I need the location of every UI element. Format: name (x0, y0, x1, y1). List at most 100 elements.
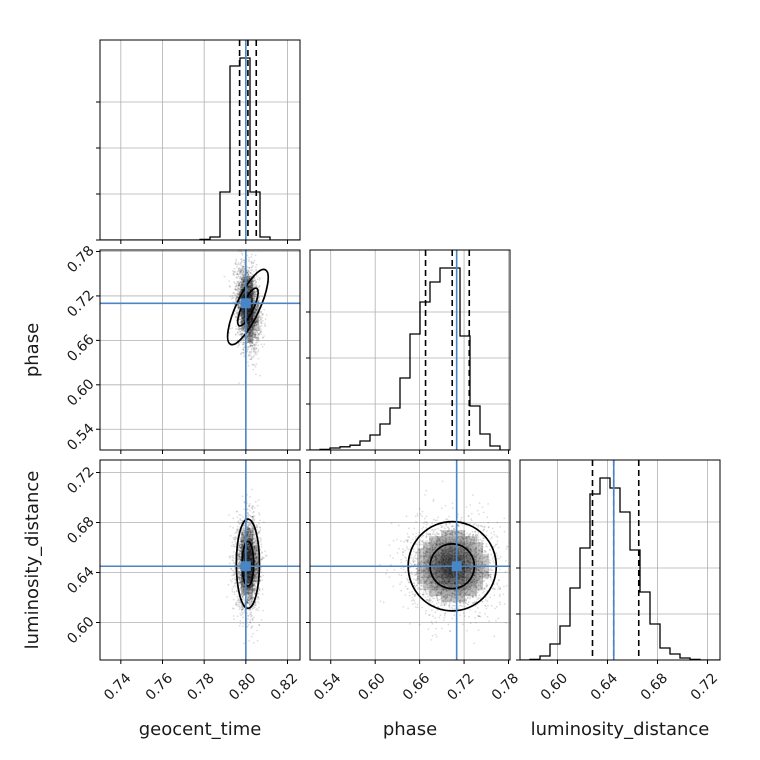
scatter-point (254, 563, 257, 565)
scatter-point (246, 279, 249, 282)
scatter-point (248, 276, 251, 278)
scatter-point (246, 543, 249, 546)
scatter-point (240, 582, 242, 584)
scatter-point (255, 545, 258, 547)
scatter-point (251, 539, 254, 541)
scatter-point (239, 573, 242, 576)
scatter-point (255, 363, 258, 365)
scatter-point (234, 334, 237, 336)
scatter-point (247, 277, 250, 280)
scatter-point (238, 561, 241, 564)
scatter-point (254, 536, 257, 539)
scatter-point (236, 289, 239, 291)
scatter-point (250, 585, 253, 588)
scatter-point (238, 576, 240, 579)
scatter-point (252, 542, 255, 545)
scatter-point (235, 296, 238, 299)
scatter-point (247, 276, 249, 279)
scatter-point (240, 543, 242, 546)
scatter-point (246, 336, 249, 339)
scatter-point (238, 321, 241, 324)
scatter-point (251, 537, 253, 540)
scatter-point (253, 292, 255, 295)
scatter-point (238, 574, 241, 577)
scatter-point (242, 270, 245, 273)
scatter-point (235, 315, 237, 318)
scatter-point (246, 525, 249, 528)
scatter-point (242, 330, 245, 333)
scatter-point (253, 299, 256, 302)
scatter-point (253, 311, 256, 314)
scatter-point (255, 336, 258, 339)
scatter-point (242, 280, 245, 283)
scatter-point (250, 539, 253, 541)
scatter-point (243, 537, 246, 539)
scatter-point (239, 558, 242, 561)
scatter-point (240, 583, 243, 586)
scatter-point (255, 324, 257, 326)
scatter-point (255, 329, 258, 332)
scatter-point (241, 593, 244, 596)
scatter-point (262, 336, 264, 339)
scatter-point (247, 543, 250, 546)
scatter-point (250, 332, 253, 335)
scatter-point (254, 311, 256, 314)
scatter-point (251, 280, 254, 283)
scatter-point (252, 264, 254, 267)
scatter-point (241, 544, 244, 547)
scatter-point (254, 550, 257, 553)
scatter-point (240, 250, 243, 253)
density-cell (241, 294, 248, 301)
scatter-point (252, 346, 255, 349)
scatter-point (248, 286, 251, 289)
scatter-point (248, 596, 250, 598)
scatter-point (250, 342, 253, 345)
scatter-point (251, 280, 254, 283)
scatter-point (249, 350, 252, 353)
scatter-point (248, 529, 251, 531)
scatter-point (247, 624, 250, 626)
scatter-point (252, 291, 255, 294)
scatter-point (237, 285, 240, 287)
scatter-point (240, 288, 242, 290)
scatter-point (229, 555, 232, 558)
scatter-point (248, 286, 250, 288)
scatter-point (247, 591, 250, 593)
scatter-point (255, 540, 258, 543)
scatter-point (241, 333, 244, 336)
scatter-point (251, 330, 254, 333)
scatter-point (253, 293, 256, 296)
scatter-point (256, 572, 259, 574)
scatter-point (254, 321, 256, 324)
scatter-point (258, 512, 260, 514)
scatter-point (253, 295, 256, 298)
scatter-point (257, 323, 259, 326)
scatter-point (250, 335, 253, 338)
scatter-point (254, 580, 257, 583)
scatter-point (238, 291, 241, 294)
scatter-point (250, 330, 252, 333)
y-tick-label: 0.78 (64, 243, 97, 276)
scatter-point (255, 324, 258, 326)
scatter-point (254, 552, 257, 555)
scatter-point (242, 319, 245, 321)
scatter-point (253, 330, 256, 333)
y-tick-label: 0.72 (64, 287, 97, 320)
scatter-point (238, 582, 241, 584)
scatter-point (253, 299, 256, 302)
scatter-point (252, 583, 255, 586)
scatter-point (252, 280, 255, 282)
scatter-point (254, 332, 257, 334)
scatter-point (248, 286, 251, 289)
scatter-point (240, 289, 243, 291)
scatter-point (253, 336, 256, 338)
scatter-point (253, 344, 256, 346)
scatter-point (253, 553, 256, 555)
scatter-point (259, 527, 262, 529)
scatter-point (236, 277, 239, 279)
scatter-point (252, 297, 255, 299)
scatter-point (254, 589, 257, 591)
scatter-point (259, 540, 262, 543)
scatter-point (243, 283, 245, 286)
scatter-point (251, 542, 254, 544)
